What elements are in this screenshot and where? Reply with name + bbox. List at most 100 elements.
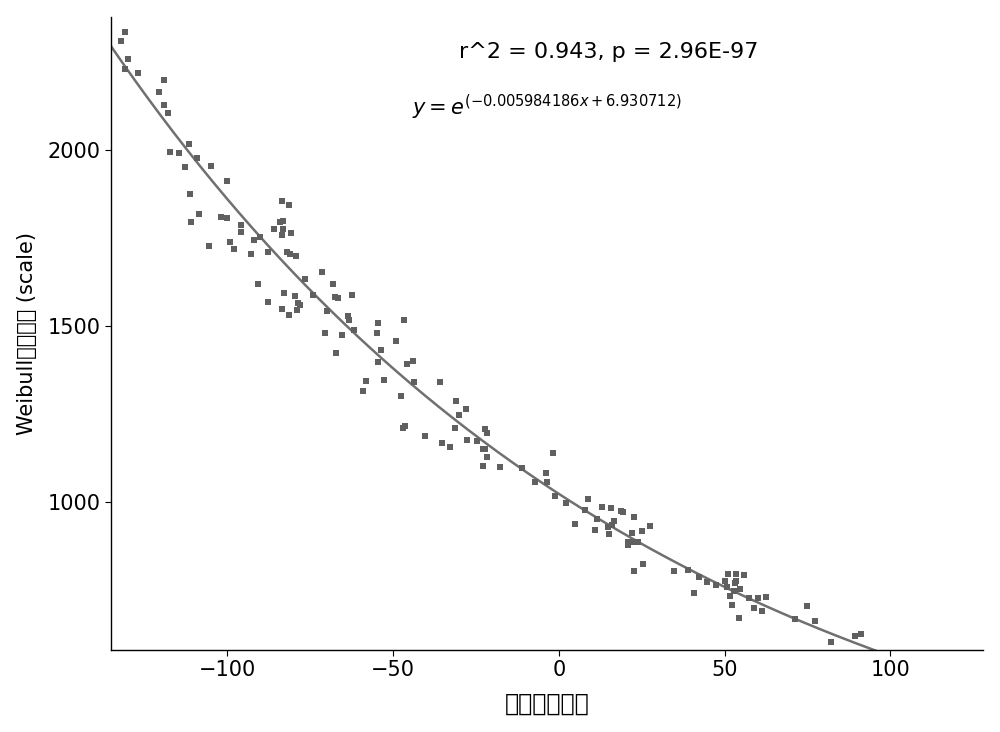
- Point: [847, 630, 863, 642]
- Point: [344, 289, 360, 301]
- Point: [539, 477, 555, 488]
- Point: [213, 211, 229, 223]
- Point: [726, 586, 742, 597]
- Point: [156, 100, 172, 111]
- Point: [117, 63, 133, 75]
- Point: [182, 188, 198, 200]
- Point: [620, 536, 636, 548]
- Point: [545, 447, 561, 459]
- Point: [370, 356, 386, 367]
- Point: [376, 374, 392, 386]
- Point: [274, 229, 290, 241]
- Point: [151, 86, 167, 98]
- Point: [459, 433, 475, 445]
- Point: [666, 565, 682, 577]
- Point: [724, 599, 740, 610]
- Point: [477, 444, 493, 455]
- Point: [393, 390, 409, 402]
- Point: [567, 518, 583, 530]
- Point: [589, 512, 605, 524]
- Point: [156, 75, 172, 86]
- Point: [580, 493, 596, 505]
- Point: [281, 199, 297, 211]
- Point: [130, 67, 146, 79]
- Point: [432, 376, 448, 388]
- Point: [447, 422, 463, 434]
- Point: [288, 250, 304, 262]
- Point: [274, 195, 290, 207]
- Point: [346, 324, 362, 335]
- Point: [171, 147, 187, 159]
- Point: [722, 591, 738, 602]
- Point: [741, 591, 757, 603]
- Point: [417, 430, 433, 442]
- Point: [292, 299, 308, 311]
- Point: [642, 520, 658, 531]
- Point: [369, 327, 385, 339]
- Y-axis label: Weibull分布参数 (scale): Weibull分布参数 (scale): [17, 232, 37, 435]
- Point: [283, 228, 299, 239]
- Point: [600, 521, 616, 533]
- Point: [699, 576, 715, 588]
- Point: [547, 490, 563, 501]
- Text: $y = e^{(-0.005984186x+6.930712)}$: $y = e^{(-0.005984186x+6.930712)}$: [412, 93, 682, 122]
- Point: [406, 376, 422, 388]
- Point: [823, 636, 839, 648]
- Point: [634, 526, 650, 537]
- Point: [397, 420, 413, 432]
- Point: [477, 423, 493, 435]
- Point: [458, 403, 474, 415]
- Point: [314, 266, 330, 278]
- Point: [492, 461, 508, 473]
- Point: [117, 26, 133, 37]
- Point: [405, 355, 421, 367]
- Point: [317, 327, 333, 339]
- Point: [275, 223, 291, 234]
- Point: [177, 161, 193, 173]
- Point: [370, 317, 386, 329]
- Point: [113, 35, 129, 47]
- Point: [620, 539, 636, 551]
- Point: [594, 501, 610, 513]
- Point: [358, 375, 374, 386]
- Point: [527, 477, 543, 488]
- Point: [399, 358, 415, 370]
- Point: [615, 507, 631, 518]
- Point: [340, 310, 356, 322]
- Point: [355, 385, 371, 397]
- Point: [203, 160, 219, 172]
- Point: [754, 605, 770, 617]
- Point: [434, 438, 450, 449]
- Point: [613, 505, 629, 517]
- Point: [746, 602, 762, 613]
- Point: [577, 504, 593, 516]
- Point: [514, 463, 530, 474]
- Point: [728, 568, 744, 580]
- Point: [479, 427, 495, 439]
- Point: [736, 569, 752, 580]
- Point: [635, 558, 651, 569]
- Point: [272, 216, 288, 228]
- Point: [728, 575, 744, 586]
- Point: [281, 309, 297, 321]
- Point: [260, 247, 276, 258]
- Point: [297, 273, 313, 285]
- X-axis label: 平均风险得分: 平均风险得分: [505, 691, 590, 715]
- Point: [181, 138, 197, 150]
- Point: [160, 108, 176, 119]
- Point: [260, 296, 276, 308]
- Point: [289, 304, 305, 315]
- Point: [479, 451, 495, 463]
- Point: [334, 329, 350, 341]
- Point: [395, 422, 411, 434]
- Point: [233, 227, 249, 239]
- Point: [341, 314, 357, 326]
- Point: [587, 524, 603, 536]
- Point: [727, 577, 743, 589]
- Point: [250, 279, 266, 291]
- Point: [686, 587, 702, 599]
- Point: [330, 291, 346, 303]
- Point: [626, 536, 642, 548]
- Point: [807, 615, 823, 627]
- Point: [680, 564, 696, 576]
